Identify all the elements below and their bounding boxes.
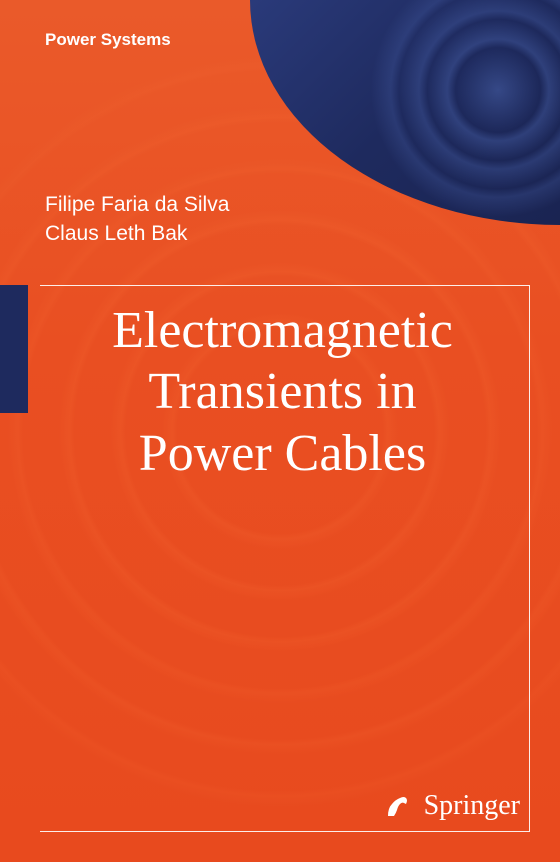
series-label: Power Systems [45, 30, 171, 50]
authors-block: Filipe Faria da Silva Claus Leth Bak [45, 190, 229, 249]
book-cover: Power Systems Filipe Faria da Silva Clau… [0, 0, 560, 862]
title-line-3: Power Cables [45, 423, 520, 484]
author-line-2: Claus Leth Bak [45, 219, 229, 248]
springer-horse-icon [382, 790, 414, 822]
author-line-1: Filipe Faria da Silva [45, 190, 229, 219]
publisher-name: Springer [424, 790, 520, 822]
title-line-1: Electromagnetic [45, 300, 520, 361]
spine-accent [0, 285, 28, 413]
publisher-block: Springer [382, 790, 520, 822]
book-title: Electromagnetic Transients in Power Cabl… [45, 300, 520, 484]
title-line-2: Transients in [45, 361, 520, 422]
